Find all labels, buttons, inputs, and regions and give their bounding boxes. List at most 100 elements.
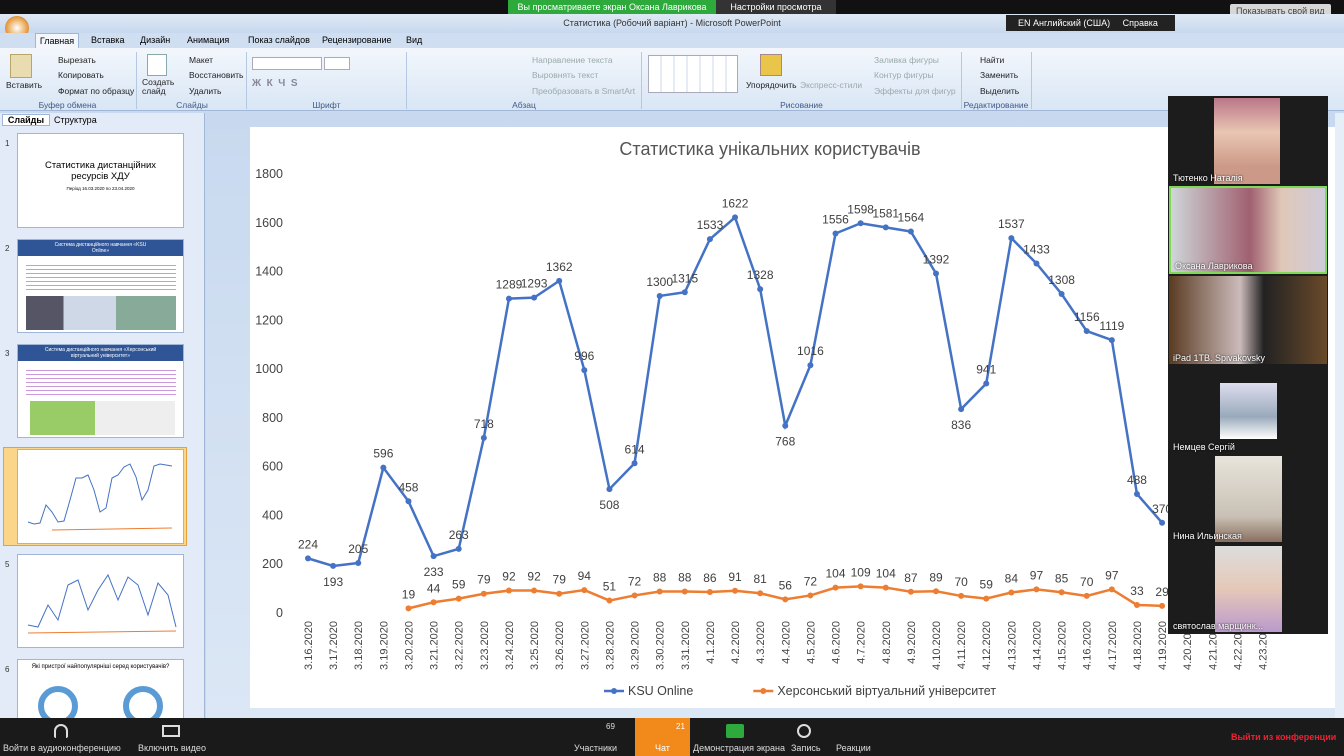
y-tick-label: 1600 (255, 216, 283, 230)
leave-button[interactable]: Выйти из конференции (1231, 732, 1337, 742)
view-options[interactable]: Настройки просмотра (716, 0, 836, 14)
slide-thumb[interactable]: Система дистанційного навчання «KSU Onli… (17, 239, 184, 333)
video-tile: Тютенко Наталія (1169, 96, 1327, 184)
find[interactable]: Найти (980, 55, 1005, 65)
participant-name: Оксана Лаврикова (1175, 261, 1253, 271)
chat-button[interactable]: Чат (655, 743, 670, 753)
separator (641, 52, 642, 109)
reactions-button[interactable]: Реакции (836, 743, 871, 753)
data-label: 1533 (697, 218, 724, 232)
data-label: 109 (851, 565, 871, 579)
slide-thumb[interactable] (17, 554, 184, 648)
slide-title: Які пристрої найпопулярніші серед корист… (31, 664, 170, 670)
data-point (1008, 235, 1015, 242)
copy[interactable]: Копировать (58, 70, 104, 80)
x-tick-label: 4.10.2020 (931, 621, 943, 670)
align-text[interactable]: Выровнять текст (532, 70, 599, 80)
data-label: 70 (954, 575, 968, 589)
text-direction[interactable]: Направление текста (532, 55, 613, 65)
x-tick-label: 4.13.2020 (1006, 621, 1018, 670)
data-point (656, 292, 663, 299)
tab[interactable]: Рецензирование (322, 35, 392, 45)
data-label: 70 (1080, 575, 1094, 589)
data-label: 1119 (1099, 319, 1124, 333)
reset[interactable]: Восстановить (189, 70, 244, 80)
share-button[interactable]: Демонстрация экрана (693, 743, 785, 753)
ribbon: Вставить Вырезать Копировать Формат по о… (0, 48, 1344, 111)
data-label: 233 (424, 565, 444, 579)
data-point (882, 584, 889, 591)
x-tick-label: 3.25.2020 (529, 621, 541, 670)
paste[interactable]: Вставить (6, 80, 43, 90)
data-point (757, 590, 764, 597)
audio-button[interactable]: Войти в аудиоконференцию (3, 743, 121, 753)
tab[interactable]: Главная (35, 33, 79, 48)
video-button[interactable]: Включить видео (138, 743, 206, 753)
replace[interactable]: Заменить (980, 70, 1019, 80)
video (1220, 383, 1277, 439)
help[interactable]: Справка (1122, 18, 1158, 28)
slide-thumb[interactable]: Статистика дистанційних ресурсів ХДУ Пер… (17, 133, 184, 228)
legend-label: Херсонський віртуальний університет (777, 684, 996, 698)
data-label: 1537 (998, 217, 1025, 231)
tab[interactable]: Показ слайдов (248, 35, 310, 45)
slide-thumb[interactable]: Система дистанційного навчання «Херсонсь… (17, 344, 184, 438)
data-label: 92 (527, 570, 541, 584)
x-tick-label: 3.31.2020 (680, 621, 692, 670)
participants-count: 69 (606, 722, 615, 731)
data-label: 85 (1055, 571, 1069, 585)
series-line (307, 215, 1164, 568)
video-tile: iPad 1TB. Spivakovsky (1169, 276, 1327, 364)
arrange[interactable]: Упорядочить (746, 80, 797, 90)
slide-thumb[interactable]: Які пристрої найпопулярніші серед корист… (17, 659, 184, 719)
tab[interactable]: Вид (406, 35, 423, 45)
data-label: 596 (373, 447, 393, 461)
data-label: 59 (980, 578, 994, 592)
x-tick-label: 3.20.2020 (403, 621, 415, 670)
data-point (907, 588, 914, 595)
data-label: 19 (402, 587, 416, 601)
shape-fill[interactable]: Заливка фигуры (874, 55, 939, 65)
video-panel: Тютенко Наталія Оксана Лаврикова iPad 1T… (1168, 96, 1328, 634)
slide-chart: Статистика унікальних користувачів 0 200 40… (250, 127, 1335, 708)
data-point (807, 362, 814, 369)
new-slide[interactable]: Создать слайд (142, 77, 175, 96)
data-label: 941 (976, 363, 996, 377)
record-button[interactable]: Запись (791, 743, 821, 753)
data-point (606, 597, 613, 604)
video (1215, 456, 1282, 542)
tab[interactable]: Анимация (187, 35, 230, 45)
data-point (1159, 602, 1166, 609)
tab[interactable]: Дизайн (140, 35, 171, 45)
slide-number: 6 (5, 665, 10, 674)
data-label: 205 (348, 542, 368, 556)
data-label: 1156 (1074, 310, 1100, 324)
data-point (933, 270, 939, 277)
slide-thumb[interactable] (17, 449, 184, 544)
data-point (1083, 328, 1090, 335)
separator (246, 52, 247, 109)
participants-button[interactable]: Участники (574, 743, 617, 753)
slide-number: 1 (5, 139, 10, 148)
layout[interactable]: Макет (189, 55, 214, 65)
x-tick-label: 3.24.2020 (504, 621, 516, 670)
data-point (556, 590, 563, 597)
cut[interactable]: Вырезать (58, 55, 96, 65)
x-tick-label: 3.16.2020 (303, 621, 315, 670)
smartart[interactable]: Преобразовать в SmartArt (532, 86, 636, 96)
paste-icon (10, 54, 32, 78)
delete[interactable]: Удалить (189, 86, 222, 96)
panel-tab[interactable]: Слайды (2, 114, 50, 126)
video (1171, 188, 1325, 272)
shape-outline[interactable]: Контур фигуры (874, 70, 934, 80)
select[interactable]: Выделить (980, 86, 1020, 96)
data-point (1133, 490, 1140, 497)
shape-effects[interactable]: Эффекты для фигур (874, 86, 956, 96)
quick-styles[interactable]: Экспресс-стили (800, 80, 863, 90)
data-label: 263 (449, 528, 469, 542)
data-label: 51 (603, 580, 617, 594)
format-painter[interactable]: Формат по образцу (58, 86, 135, 96)
panel-tab[interactable]: Структура (54, 115, 97, 125)
tab[interactable]: Вставка (91, 35, 125, 45)
